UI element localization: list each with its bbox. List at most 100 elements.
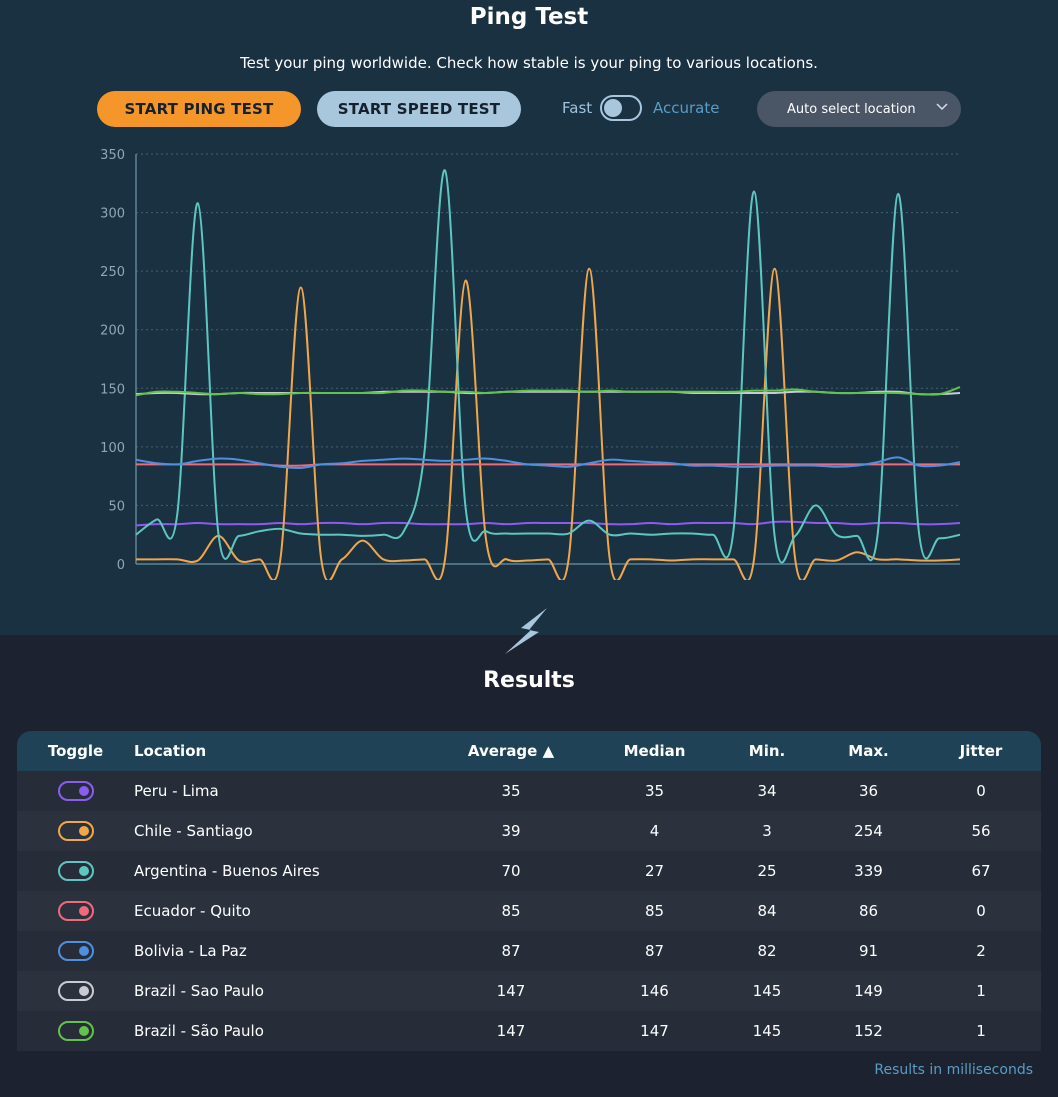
jitter-cell: 0 — [976, 902, 986, 920]
average-cell: 70 — [501, 862, 521, 880]
location-cell: Brazil - São Paulo — [134, 1022, 264, 1040]
table-row: Argentina - Buenos Aires 70 27 25 339 67 — [17, 851, 1041, 891]
max-cell: 339 — [854, 862, 883, 880]
table-row: Brazil - São Paulo 147 147 145 152 1 — [17, 1011, 1041, 1051]
start-speed-test-button[interactable]: START SPEED TEST — [317, 91, 521, 127]
page-subtitle: Test your ping worldwide. Check how stab… — [240, 54, 818, 72]
average-cell: 39 — [501, 822, 521, 840]
series-line — [135, 386, 961, 397]
max-cell: 152 — [854, 1022, 883, 1040]
location-select-value: Auto select location — [787, 101, 916, 117]
series-toggle[interactable] — [57, 861, 94, 881]
max-cell: 86 — [858, 902, 879, 920]
series-toggle-knob — [78, 1026, 89, 1036]
y-tick-label: 150 — [100, 382, 125, 397]
toggle-cell — [17, 901, 134, 921]
series-toggle-knob — [78, 826, 89, 836]
min-cell: 145 — [752, 982, 782, 1000]
series-toggle[interactable] — [57, 1021, 94, 1041]
jitter-cell: 67 — [971, 862, 991, 880]
jitter-cell: 2 — [976, 942, 986, 960]
max-cell: 254 — [854, 822, 883, 840]
chevron-down-icon — [936, 103, 948, 111]
series-toggle[interactable] — [57, 901, 94, 921]
lightning-bolt-icon — [505, 608, 547, 654]
median-cell: 35 — [644, 782, 665, 800]
mode-toggle-knob — [604, 99, 622, 117]
results-footnote: Results in milliseconds — [874, 1062, 1033, 1078]
y-tick-label: 50 — [108, 499, 125, 514]
col-median-header[interactable]: Median — [623, 742, 686, 760]
series-toggle-knob — [78, 906, 89, 916]
median-cell: 27 — [644, 862, 665, 880]
series-toggle-knob — [78, 866, 89, 876]
min-cell: 145 — [752, 1022, 782, 1040]
table-row: Chile - Santiago 39 4 3 254 56 — [17, 811, 1041, 851]
toggle-cell — [17, 861, 134, 881]
mode-fast-label: Fast — [562, 99, 593, 117]
series-toggle-knob — [78, 986, 89, 996]
y-tick-label: 350 — [100, 148, 125, 163]
min-cell: 84 — [757, 902, 777, 920]
median-cell: 147 — [640, 1022, 669, 1040]
table-row: Ecuador - Quito 85 85 84 86 0 — [17, 891, 1041, 931]
col-average-header[interactable]: Average ▲ — [467, 742, 555, 760]
results-table-header: Toggle Location Average ▲ Median Min. Ma… — [17, 731, 1041, 771]
toggle-cell — [17, 781, 134, 801]
series-toggle[interactable] — [57, 821, 94, 841]
jitter-cell: 0 — [976, 782, 986, 800]
min-cell: 34 — [757, 782, 777, 800]
series-line — [135, 456, 961, 470]
toggle-cell — [17, 821, 134, 841]
median-cell: 87 — [644, 942, 665, 960]
location-cell: Ecuador - Quito — [134, 902, 251, 920]
series-line — [135, 267, 961, 580]
series-line — [135, 520, 961, 527]
min-cell: 3 — [762, 822, 772, 840]
mode-accurate-label: Accurate — [653, 99, 720, 117]
toggle-cell — [17, 981, 134, 1001]
average-cell: 147 — [496, 1022, 526, 1040]
average-cell: 35 — [501, 782, 521, 800]
table-row: Bolivia - La Paz 87 87 82 91 2 — [17, 931, 1041, 971]
mode-toggle[interactable] — [600, 95, 642, 121]
series-line — [135, 169, 961, 564]
col-location-header[interactable]: Location — [134, 742, 207, 760]
toggle-cell — [17, 941, 134, 961]
results-table-body: Peru - Lima 35 35 34 36 0 Chile - Santiago 39 4 3… — [17, 771, 1041, 1051]
jitter-cell: 1 — [976, 982, 986, 1000]
y-tick-label: 100 — [100, 441, 125, 456]
toggle-cell — [17, 1021, 134, 1041]
results-title: Results — [483, 668, 575, 693]
average-cell: 85 — [501, 902, 521, 920]
series-toggle[interactable] — [57, 781, 94, 801]
start-ping-test-button[interactable]: START PING TEST — [97, 91, 301, 127]
average-cell: 87 — [501, 942, 521, 960]
ping-chart: 0 50 100 150 200 250 300 350 — [100, 148, 961, 580]
y-tick-label: 300 — [100, 207, 125, 222]
page-title: Ping Test — [469, 4, 589, 30]
col-min-header[interactable]: Min. — [748, 742, 786, 760]
min-cell: 25 — [757, 862, 777, 880]
min-cell: 82 — [757, 942, 777, 960]
location-select[interactable]: Auto select location — [757, 91, 961, 127]
ping-test-panel: Ping Test Test your ping worldwide. Chec… — [0, 0, 1058, 635]
col-toggle-header: Toggle — [47, 742, 104, 760]
location-cell: Bolivia - La Paz — [134, 942, 247, 960]
median-cell: 85 — [644, 902, 665, 920]
col-jitter-header[interactable]: Jitter — [959, 742, 1003, 760]
table-row: Brazil - Sao Paulo 147 146 145 149 1 — [17, 971, 1041, 1011]
average-cell: 147 — [496, 982, 526, 1000]
series-toggle-knob — [78, 786, 89, 796]
median-cell: 4 — [649, 822, 660, 840]
max-cell: 36 — [858, 782, 879, 800]
col-max-header[interactable]: Max. — [848, 742, 889, 760]
series-toggle[interactable] — [57, 941, 94, 961]
series-toggle-knob — [78, 946, 89, 956]
series-toggle[interactable] — [57, 981, 94, 1001]
location-cell: Brazil - Sao Paulo — [134, 982, 264, 1000]
y-tick-label: 250 — [100, 265, 125, 280]
jitter-cell: 1 — [976, 1022, 986, 1040]
location-cell: Argentina - Buenos Aires — [134, 862, 320, 880]
max-cell: 91 — [858, 942, 879, 960]
